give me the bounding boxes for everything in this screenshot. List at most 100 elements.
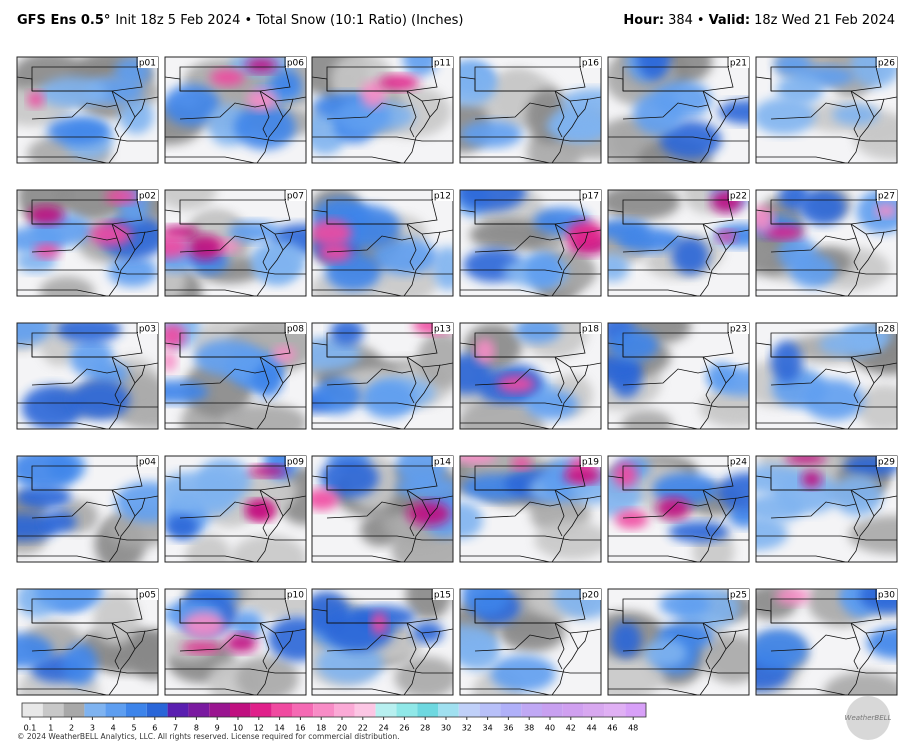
label-box bbox=[877, 190, 897, 201]
label-box bbox=[138, 190, 158, 201]
map-panel: p18 bbox=[459, 322, 602, 430]
state-border bbox=[608, 156, 699, 163]
state-border bbox=[114, 370, 122, 404]
snow-blob bbox=[659, 120, 722, 159]
header-left: GFS Ens 0.5° Init 18z 5 Feb 2024 • Total … bbox=[17, 13, 463, 28]
snow-blob bbox=[93, 592, 140, 645]
snow-field bbox=[17, 323, 158, 429]
snow-blob bbox=[165, 234, 190, 259]
state-border bbox=[569, 96, 601, 102]
state-border bbox=[262, 636, 270, 670]
snow-blob bbox=[334, 205, 401, 248]
snow-blob bbox=[643, 638, 688, 668]
panel-label: p19 bbox=[582, 458, 599, 468]
panel-frame bbox=[16, 588, 159, 696]
colorbar-segment bbox=[42, 703, 64, 717]
panel-label: p13 bbox=[434, 325, 451, 335]
colorbar-label: 30 bbox=[441, 724, 451, 733]
panel-frame bbox=[16, 189, 159, 297]
state-border bbox=[409, 503, 417, 537]
panel-frame bbox=[607, 588, 750, 696]
colorbar-label: 32 bbox=[462, 724, 472, 733]
state-border bbox=[577, 98, 589, 118]
state-border bbox=[165, 76, 181, 91]
snow-blob bbox=[763, 224, 804, 240]
colorbar-segment bbox=[521, 703, 542, 717]
state-border bbox=[421, 628, 453, 634]
snow-field bbox=[165, 190, 306, 296]
state-border bbox=[725, 364, 737, 384]
snow-blob bbox=[17, 484, 72, 510]
panel-frame bbox=[459, 455, 602, 563]
snow-blob bbox=[372, 238, 438, 275]
colorbar-segment bbox=[209, 703, 230, 717]
state-border bbox=[17, 668, 158, 674]
state-border bbox=[165, 555, 256, 562]
snow-field bbox=[608, 323, 749, 429]
colorbar-segment bbox=[250, 703, 272, 717]
snow-blob bbox=[460, 456, 497, 465]
state-border bbox=[460, 608, 476, 623]
panel-label: p07 bbox=[287, 192, 304, 202]
snow-blob bbox=[785, 456, 826, 465]
panel-frame bbox=[607, 455, 750, 563]
state-border bbox=[274, 628, 306, 634]
snow-blob bbox=[832, 103, 879, 126]
snow-blob bbox=[460, 120, 523, 148]
state-border bbox=[756, 688, 847, 695]
state-border bbox=[557, 237, 565, 271]
colorbar-label: 7 bbox=[173, 724, 178, 733]
label-box bbox=[581, 456, 601, 467]
state-border bbox=[312, 342, 328, 357]
panel-label: p21 bbox=[730, 59, 747, 69]
colorbar-label: 10 bbox=[233, 724, 243, 733]
panel-label: p22 bbox=[730, 192, 747, 202]
snow-blob bbox=[130, 629, 158, 680]
state-border bbox=[312, 209, 328, 224]
colorbar-label: 8 bbox=[194, 724, 199, 733]
panel-label: p04 bbox=[139, 458, 156, 468]
snow-blob bbox=[244, 500, 272, 520]
colorbar-segment bbox=[438, 703, 459, 717]
state-border bbox=[608, 269, 749, 275]
panel-label: p01 bbox=[139, 59, 156, 69]
snow-blob bbox=[335, 98, 392, 134]
label-box bbox=[877, 456, 897, 467]
map-panel: p26 bbox=[755, 56, 898, 164]
snow-blob bbox=[233, 104, 296, 150]
model: GFS Ens 0.5° bbox=[17, 13, 110, 28]
map-panel: p13 bbox=[311, 322, 454, 430]
panel-label: p24 bbox=[730, 458, 747, 468]
snow-blob bbox=[460, 353, 492, 395]
label-box bbox=[433, 456, 453, 467]
state-border bbox=[134, 630, 146, 650]
state-border bbox=[873, 98, 885, 118]
map-panel: p14 bbox=[311, 455, 454, 563]
state-border bbox=[756, 608, 772, 623]
state-border bbox=[262, 503, 270, 537]
label-box bbox=[581, 323, 601, 334]
snow-blob bbox=[756, 628, 809, 671]
state-border bbox=[608, 136, 749, 142]
colorbar-segment bbox=[500, 703, 522, 717]
snow-blob bbox=[209, 68, 245, 86]
panel-label: p23 bbox=[730, 325, 747, 335]
snow-blob bbox=[711, 367, 749, 396]
panel-frame bbox=[164, 189, 307, 297]
state-border bbox=[17, 422, 108, 429]
panel-frame bbox=[607, 189, 750, 297]
label-box bbox=[286, 323, 306, 334]
state-border bbox=[312, 289, 403, 296]
snow-blob bbox=[90, 222, 132, 247]
state-border bbox=[608, 289, 699, 296]
snow-blob bbox=[47, 116, 110, 146]
snow-blob bbox=[187, 234, 223, 261]
map-panel: p27 bbox=[755, 189, 898, 297]
state-border bbox=[725, 630, 737, 650]
state-border bbox=[460, 76, 476, 91]
snow-field bbox=[312, 57, 453, 163]
snow-blob bbox=[105, 190, 138, 205]
state-border bbox=[312, 422, 403, 429]
colorbar-segment bbox=[63, 703, 85, 717]
state-border bbox=[865, 495, 897, 501]
